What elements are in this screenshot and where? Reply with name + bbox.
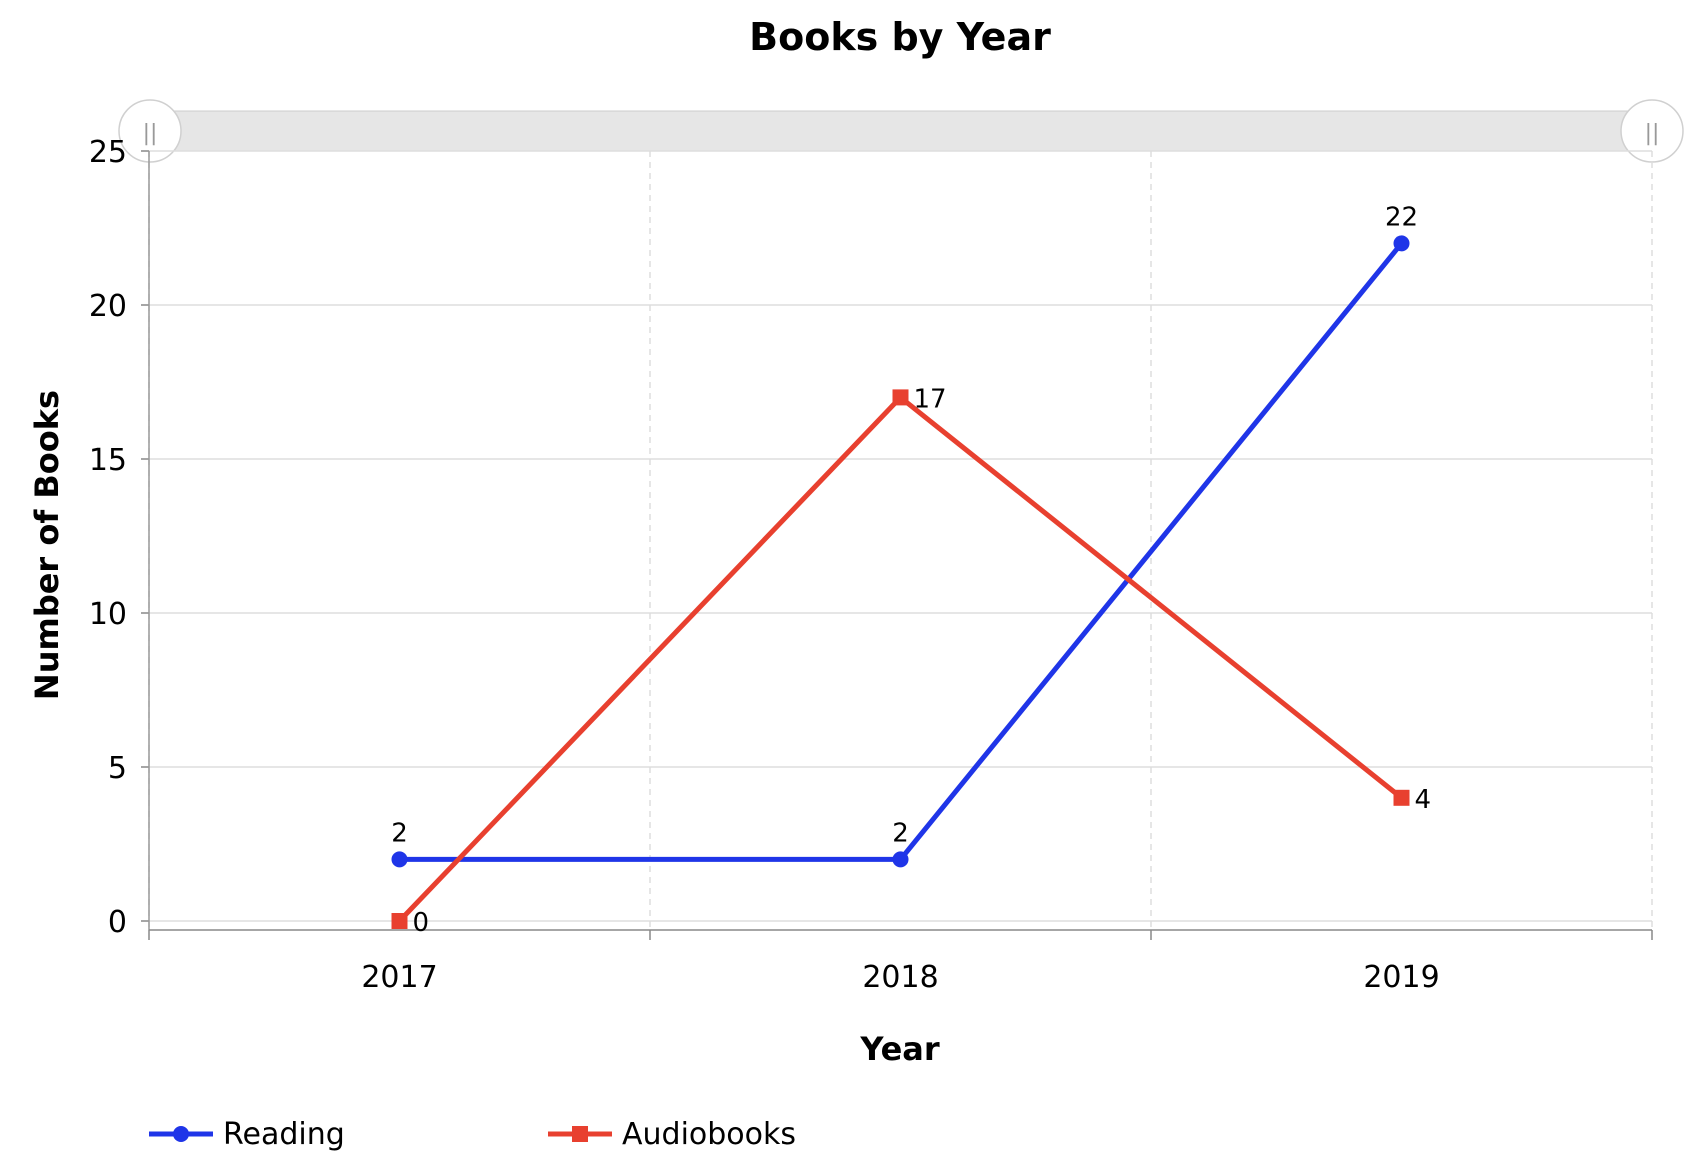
data-point	[391, 851, 408, 868]
x-tick-label: 2017	[361, 960, 437, 995]
data-label: 17	[914, 384, 947, 414]
legend-label: Audiobooks	[622, 1117, 796, 1152]
series-layer	[391, 235, 1410, 929]
data-label: 2	[892, 818, 909, 848]
legend-marker	[173, 1126, 189, 1142]
chart-title: Books by Year	[749, 15, 1051, 59]
range-slider-right-handle[interactable]: ||	[1620, 99, 1684, 163]
x-tick-label: 2019	[1363, 960, 1439, 995]
range-slider-track[interactable]	[149, 110, 1653, 152]
x-axis-title: Year	[859, 1030, 940, 1068]
y-axis-title: Number of Books	[28, 390, 66, 700]
range-slider-left-handle[interactable]: ||	[118, 99, 182, 163]
legend-item-audiobooks: Audiobooks	[548, 1117, 796, 1152]
data-point	[1393, 789, 1410, 806]
y-tick-label: 0	[108, 905, 127, 940]
data-label: 2	[391, 818, 408, 848]
y-tick-label: 5	[108, 751, 127, 786]
y-tick-label: 10	[89, 597, 127, 632]
data-point	[391, 913, 408, 929]
grip-icon: ||	[143, 121, 158, 146]
grip-icon: ||	[1645, 121, 1660, 146]
data-label: 22	[1385, 202, 1418, 232]
y-tick-label: 15	[89, 443, 127, 478]
y-tick-label: 25	[89, 135, 127, 170]
legend-marker	[572, 1126, 588, 1142]
x-tick-label: 2018	[862, 960, 938, 995]
data-point	[892, 389, 909, 406]
legend-item-reading: Reading	[149, 1117, 345, 1152]
data-point	[1393, 235, 1410, 252]
y-tick-label: 20	[89, 289, 127, 324]
legend: Reading Audiobooks	[149, 1117, 796, 1152]
range-slider[interactable]: || ||	[118, 99, 1684, 163]
legend-label: Reading	[223, 1117, 345, 1152]
data-label: 0	[413, 908, 430, 938]
data-label: 4	[1415, 785, 1432, 815]
data-point	[892, 851, 909, 868]
